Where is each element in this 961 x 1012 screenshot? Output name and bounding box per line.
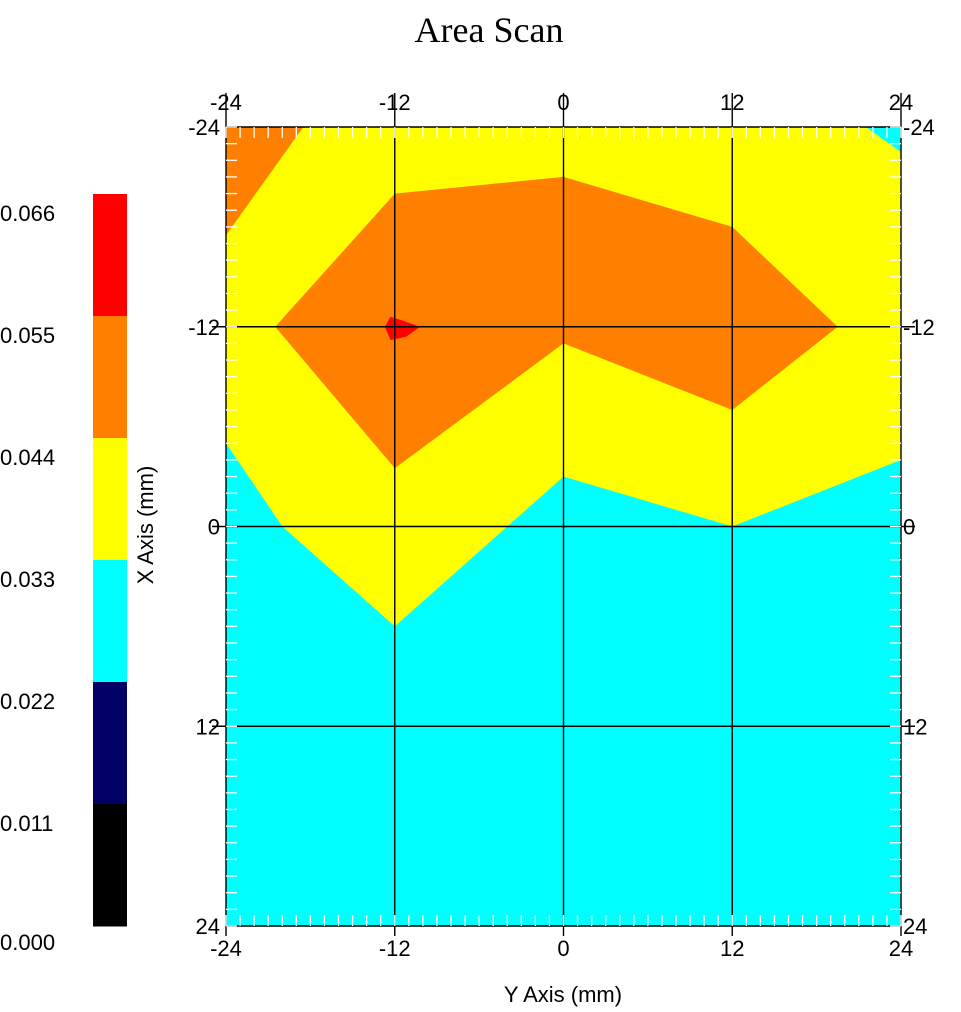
y-tick-label-right: -24 (903, 115, 935, 140)
colorbar-label: 0.022 (0, 689, 55, 714)
colorbar-swatch (93, 682, 127, 805)
y-tick-label-right: 0 (903, 515, 915, 540)
x-tick-label-bottom: -24 (210, 936, 242, 961)
x-tick-label-top: -24 (210, 90, 242, 115)
y-tick-label-right: 12 (903, 714, 927, 739)
colorbar-swatch (93, 316, 127, 439)
x-tick-label-bottom: 12 (720, 936, 744, 961)
x-tick-label-bottom: 24 (889, 936, 913, 961)
x-tick-label-top: 0 (557, 90, 569, 115)
colorbar-label: 0.055 (0, 323, 55, 348)
colorbar-label: 0.066 (0, 201, 55, 226)
y-tick-label-right: -12 (903, 315, 935, 340)
colorbar-swatch (93, 804, 127, 927)
y-tick-label-left: -12 (188, 315, 220, 340)
contour-region-3 (384, 316, 421, 341)
colorbar-label: 0.033 (0, 567, 55, 592)
colorbar: 0.066 0.055 0.044 0.033 0.022 0.011 0.000 (0, 194, 127, 955)
contour-region-4 (865, 127, 901, 152)
contour-region-1 (275, 176, 838, 469)
colorbar-swatch (93, 438, 127, 561)
y-tick-label-right: 24 (903, 914, 927, 939)
y-tick-label-left: 12 (196, 714, 220, 739)
x-tick-label-top: 24 (889, 90, 913, 115)
colorbar-label: 0.044 (0, 445, 55, 470)
x-axis-label: Y Axis (mm) (504, 982, 622, 1007)
colorbar-label: 0.000 (0, 930, 55, 955)
contour-region-2 (226, 127, 304, 236)
y-axis-label: X Axis (mm) (133, 466, 158, 585)
colorbar-swatch (93, 194, 127, 317)
x-tick-label-bottom: -12 (379, 936, 411, 961)
y-tick-label-left: -24 (188, 115, 220, 140)
x-tick-label-bottom: 0 (557, 936, 569, 961)
y-tick-label-left: 0 (208, 515, 220, 540)
colorbar-swatch (93, 560, 127, 683)
x-tick-label-top: 12 (720, 90, 744, 115)
y-tick-label-left: 24 (196, 914, 220, 939)
chart-title: Area Scan (415, 10, 564, 50)
colorbar-label: 0.011 (0, 811, 53, 836)
x-tick-label-top: -12 (379, 90, 411, 115)
